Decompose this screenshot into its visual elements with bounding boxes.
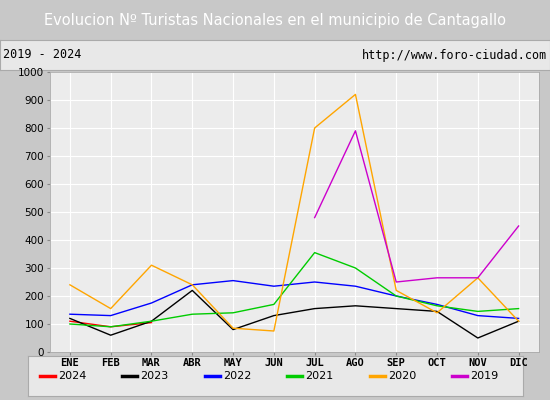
Text: 2023: 2023: [141, 371, 169, 381]
Text: 2024: 2024: [58, 371, 86, 381]
Text: 2021: 2021: [306, 371, 334, 381]
Text: 2020: 2020: [388, 371, 416, 381]
Text: 2019 - 2024: 2019 - 2024: [3, 48, 81, 62]
Text: 2022: 2022: [223, 371, 251, 381]
Text: http://www.foro-ciudad.com: http://www.foro-ciudad.com: [362, 48, 547, 62]
Text: Evolucion Nº Turistas Nacionales en el municipio de Cantagallo: Evolucion Nº Turistas Nacionales en el m…: [44, 12, 506, 28]
Text: 2019: 2019: [470, 371, 499, 381]
